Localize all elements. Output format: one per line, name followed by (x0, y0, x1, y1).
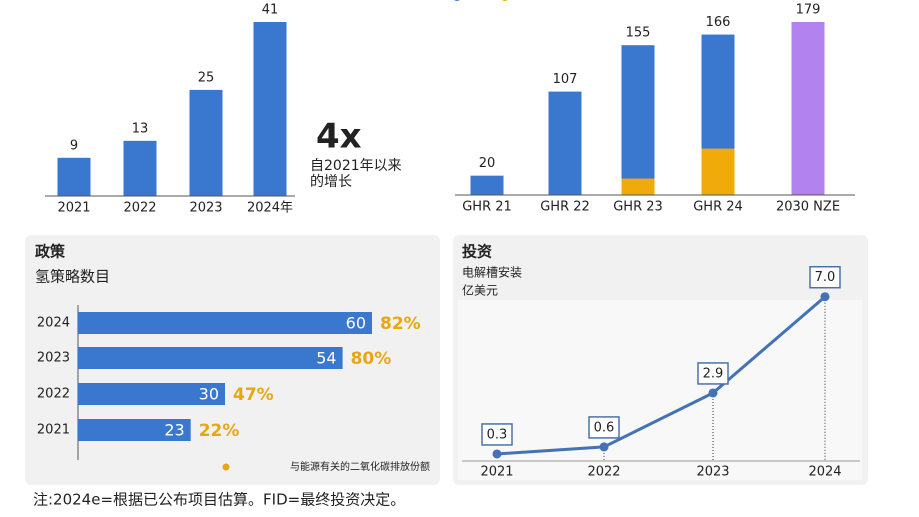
panel-subtitle: 电解槽安装 (462, 265, 522, 280)
y-tick-label: 2024 (37, 316, 70, 331)
bar (548, 91, 582, 195)
panel-subtitle: 氢策略数目 (35, 268, 110, 286)
bar (701, 148, 735, 195)
value-label: 9 (70, 138, 78, 153)
legend-marker (502, 0, 508, 1)
legend-label: FID (513, 0, 531, 2)
y-tick-label: 2023 (37, 351, 70, 366)
line (496, 295, 826, 456)
value-label: 0.3 (487, 427, 508, 442)
x-tick-label: GHR 22 (540, 200, 590, 215)
value-label: 30 (199, 385, 219, 404)
label-box (481, 423, 513, 446)
bar (78, 312, 372, 334)
x-tick-label: 2023 (189, 201, 222, 216)
value-label: 25 (198, 70, 215, 85)
y-tick-label: 2021 (37, 423, 70, 438)
point (492, 449, 502, 459)
x-tick-label: 2022 (123, 201, 156, 216)
bar (123, 140, 157, 196)
label-box (809, 265, 841, 289)
legend-marker (454, 0, 460, 1)
label-box (588, 416, 620, 439)
bar (78, 419, 191, 441)
value-label: 107 (553, 72, 578, 87)
value-label: 54 (316, 349, 336, 368)
value-label: 60 (346, 314, 366, 333)
x-tick-label: 2021 (57, 201, 90, 216)
x-tick-label: 2023 (696, 465, 729, 480)
x-tick-label: 2024年 (247, 201, 293, 216)
bar (189, 89, 223, 196)
x-tick-label: 2022 (587, 465, 620, 480)
point (820, 292, 830, 302)
x-tick-label: 2030 NZE (776, 200, 840, 215)
x-tick-label: GHR 23 (613, 200, 663, 215)
bar (253, 22, 287, 196)
value-label: 13 (132, 121, 149, 136)
value-label: 0.6 (594, 420, 615, 435)
legend-marker (222, 463, 230, 471)
value-label: 7.0 (815, 270, 836, 285)
point (599, 442, 609, 452)
share-label: 47% (233, 385, 274, 405)
value-label: 155 (626, 26, 651, 41)
bar (78, 347, 343, 369)
value-label: 41 (262, 3, 279, 18)
x-tick-label: GHR 24 (693, 200, 743, 215)
panel-title: 投资 (462, 243, 492, 261)
value-label: 23 (164, 421, 184, 440)
value-label: 20 (479, 156, 496, 171)
legend-label: 与能源有关的二氧化碳排放份额 (290, 460, 430, 473)
bar (470, 175, 504, 195)
label-box (697, 362, 729, 385)
value-label: 179 (796, 3, 821, 18)
x-tick-label: 2024 (808, 465, 841, 480)
bar (621, 178, 655, 195)
x-tick-label: GHR 21 (462, 200, 512, 215)
panel-title: 政策 (35, 243, 66, 261)
bar (57, 157, 91, 196)
bar (791, 22, 825, 195)
point (708, 388, 718, 398)
y-tick-label: 2022 (37, 387, 70, 402)
bar (621, 45, 655, 196)
annotation: 4x (316, 117, 362, 157)
note: 注:2024e=根据已公布项目估算。FID=最终投资决定。 (33, 491, 405, 509)
plot-area (458, 300, 862, 480)
x-tick-label: 2021 (480, 465, 513, 480)
annotation: 自2021年以来的增长 (310, 158, 402, 190)
bar (78, 383, 225, 405)
value-label: 166 (706, 15, 731, 30)
share-label: 80% (351, 349, 392, 369)
share-label: 22% (199, 421, 240, 441)
y-axis-label: 亿美元 (462, 283, 498, 298)
value-label: 2.9 (703, 366, 724, 381)
share-label: 82% (380, 314, 421, 334)
legend-label: Total (464, 0, 491, 2)
